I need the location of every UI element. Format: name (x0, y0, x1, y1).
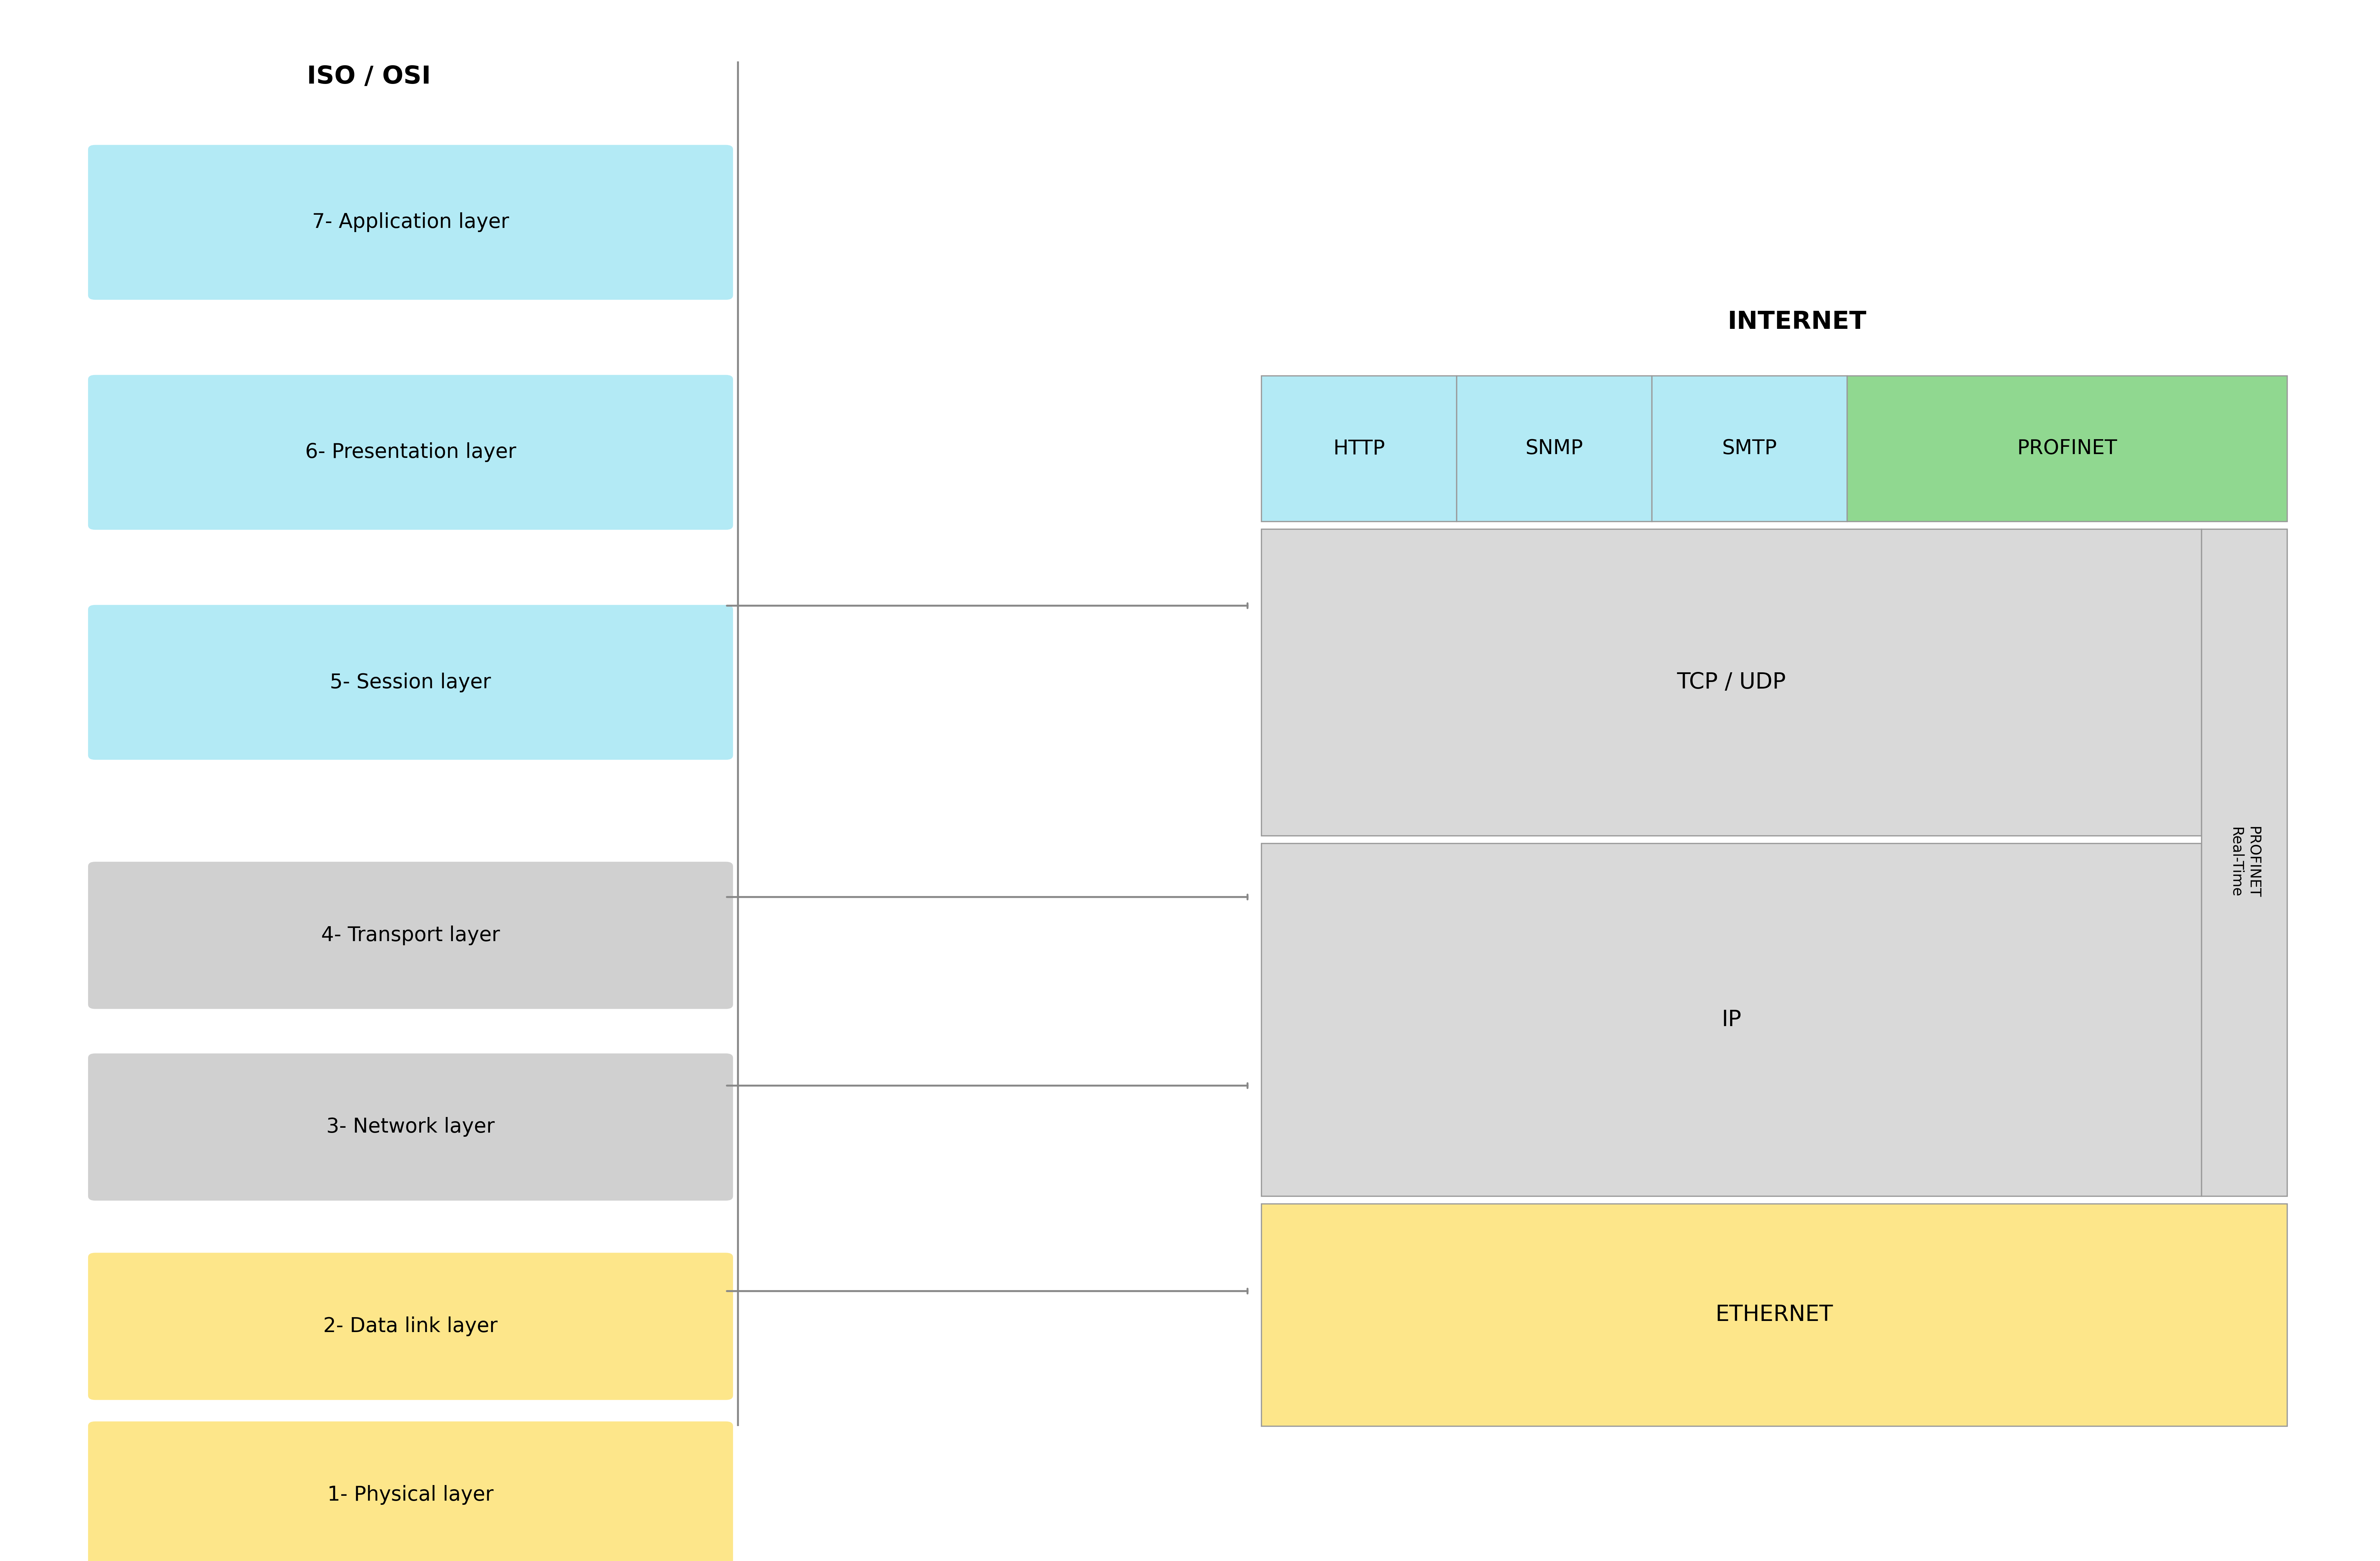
Text: HTTP: HTTP (1333, 439, 1385, 459)
Bar (1261, 1204, 2287, 1427)
FancyBboxPatch shape (88, 145, 733, 300)
FancyBboxPatch shape (88, 862, 733, 1008)
Text: ETHERNET: ETHERNET (1716, 1303, 1833, 1325)
Text: 3- Network layer: 3- Network layer (326, 1118, 495, 1136)
FancyBboxPatch shape (88, 375, 733, 529)
Text: 6- Presentation layer: 6- Presentation layer (305, 442, 516, 462)
Text: SNMP: SNMP (1526, 439, 1583, 459)
Text: INTERNET: INTERNET (1728, 311, 1866, 334)
Text: TCP / UDP: TCP / UDP (1678, 671, 1785, 693)
Bar (1261, 843, 2202, 1196)
Text: 4- Transport layer: 4- Transport layer (321, 926, 500, 946)
Text: PROFINET: PROFINET (2016, 439, 2118, 459)
Bar (1847, 376, 2287, 521)
FancyBboxPatch shape (88, 1422, 733, 1561)
FancyBboxPatch shape (88, 1054, 733, 1200)
Bar (2202, 529, 2287, 1196)
Text: 1- Physical layer: 1- Physical layer (328, 1485, 493, 1505)
Text: 5- Session layer: 5- Session layer (331, 673, 490, 692)
FancyBboxPatch shape (88, 1253, 733, 1400)
Text: ISO / OSI: ISO / OSI (307, 64, 431, 89)
Text: PROFINET
Real-Time: PROFINET Real-Time (2228, 827, 2261, 898)
Text: 2- Data link layer: 2- Data link layer (324, 1316, 497, 1336)
Bar (1652, 376, 1847, 521)
Text: SMTP: SMTP (1721, 439, 1778, 459)
FancyBboxPatch shape (88, 606, 733, 760)
Bar (1261, 529, 2202, 835)
Bar (1261, 376, 1457, 521)
Bar (1457, 376, 1652, 521)
Text: 7- Application layer: 7- Application layer (312, 212, 509, 233)
Text: IP: IP (1721, 1008, 1742, 1030)
